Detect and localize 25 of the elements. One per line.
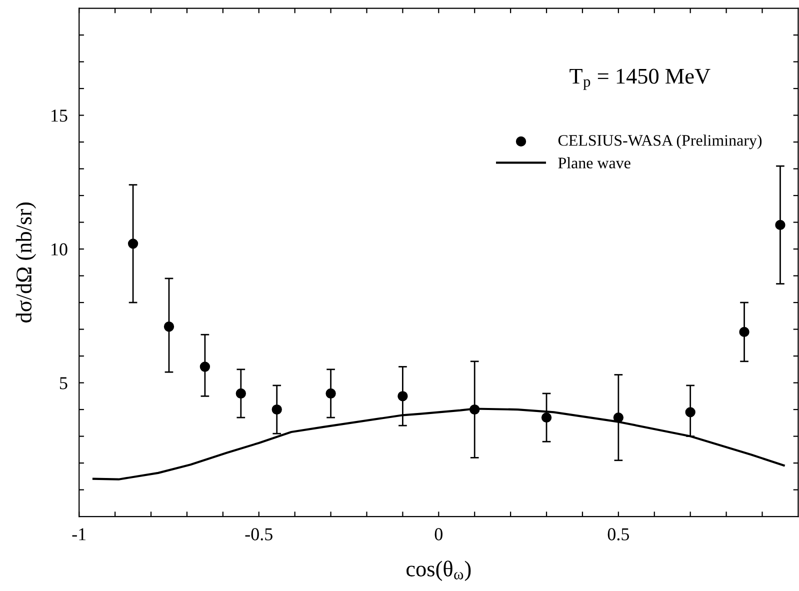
- point: [398, 391, 408, 402]
- point: [200, 362, 210, 372]
- point: [775, 220, 786, 230]
- point: [272, 404, 282, 415]
- x-tick-label: 0.5: [608, 528, 630, 540]
- point: [685, 407, 696, 418]
- y-axis-title: dσ/dΩ (nb/sr): [16, 202, 36, 322]
- point: [236, 388, 246, 399]
- x-tick-label: -1: [72, 528, 86, 540]
- y-tick-label: 15: [52, 110, 68, 122]
- legend-label: CELSIUS-WASA (Preliminary): [558, 134, 762, 150]
- point: [470, 404, 480, 415]
- point: [541, 412, 552, 423]
- point: [164, 322, 174, 332]
- x-axis-title: cos(θ$_{ω}$): [406, 560, 471, 581]
- x-tick-label: -0.5: [245, 528, 272, 540]
- y-tick-label: 5: [60, 377, 68, 390]
- x-tick-label: 0: [434, 528, 442, 540]
- point: [128, 238, 138, 249]
- annotation: T$_{p}$ = 1450 MeV: [570, 68, 710, 90]
- point: [739, 326, 750, 338]
- y-tick-label: 10: [52, 243, 68, 256]
- legend-label: Plane wave: [558, 157, 630, 168]
- point: [326, 388, 336, 399]
- point: [613, 412, 624, 423]
